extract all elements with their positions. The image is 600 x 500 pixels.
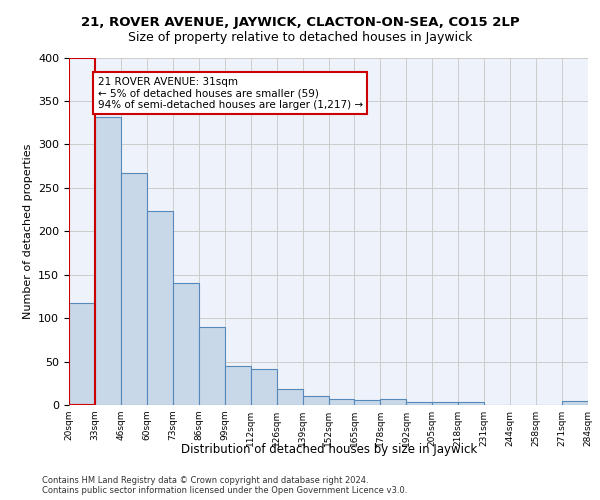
- Bar: [251, 368, 277, 405]
- Bar: [329, 399, 355, 405]
- Bar: [199, 327, 224, 405]
- Bar: [225, 366, 251, 405]
- Y-axis label: Number of detached properties: Number of detached properties: [23, 144, 32, 319]
- Bar: [406, 402, 432, 405]
- Bar: [173, 282, 199, 405]
- Bar: [380, 399, 406, 405]
- Bar: [121, 173, 147, 405]
- Bar: [302, 396, 329, 405]
- Bar: [562, 400, 588, 405]
- Bar: [95, 116, 121, 405]
- Bar: [69, 58, 95, 405]
- Text: Size of property relative to detached houses in Jaywick: Size of property relative to detached ho…: [128, 31, 472, 44]
- Text: Distribution of detached houses by size in Jaywick: Distribution of detached houses by size …: [181, 442, 477, 456]
- Bar: [69, 304, 95, 405]
- Text: Contains HM Land Registry data © Crown copyright and database right 2024.
Contai: Contains HM Land Registry data © Crown c…: [42, 476, 407, 496]
- Bar: [458, 402, 484, 405]
- Bar: [433, 402, 458, 405]
- Text: 21 ROVER AVENUE: 31sqm
← 5% of detached houses are smaller (59)
94% of semi-deta: 21 ROVER AVENUE: 31sqm ← 5% of detached …: [98, 76, 362, 110]
- Bar: [277, 390, 302, 405]
- Text: 21, ROVER AVENUE, JAYWICK, CLACTON-ON-SEA, CO15 2LP: 21, ROVER AVENUE, JAYWICK, CLACTON-ON-SE…: [80, 16, 520, 29]
- Bar: [355, 400, 380, 405]
- Bar: [147, 212, 173, 405]
